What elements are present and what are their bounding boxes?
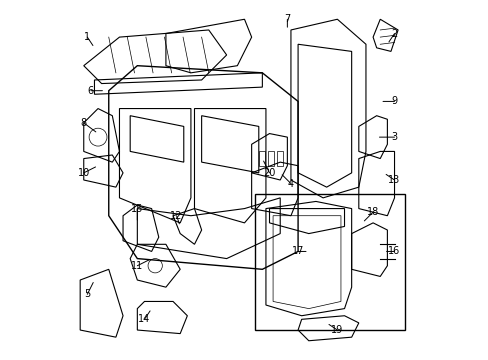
Text: 13: 13 [387, 175, 400, 185]
Text: 4: 4 [287, 179, 293, 189]
Bar [258, 152, 264, 166]
Text: 19: 19 [330, 325, 343, 335]
Bar [276, 152, 283, 166]
Text: 11: 11 [131, 261, 143, 271]
Text: 16: 16 [387, 247, 400, 256]
Text: 7: 7 [284, 14, 290, 24]
Text: 6: 6 [88, 86, 94, 96]
Text: 15: 15 [131, 203, 143, 213]
Text: 20: 20 [263, 168, 275, 178]
Bar [255, 194, 405, 330]
Text: 1: 1 [84, 32, 90, 42]
Text: 12: 12 [170, 211, 183, 221]
Bar [267, 152, 274, 166]
Text: 8: 8 [81, 118, 87, 128]
Text: 5: 5 [84, 289, 90, 299]
Text: 2: 2 [390, 28, 397, 39]
Text: 18: 18 [366, 207, 379, 217]
Text: 9: 9 [391, 96, 397, 107]
Text: 14: 14 [138, 314, 150, 324]
Text: 3: 3 [391, 132, 397, 142]
Text: 10: 10 [78, 168, 90, 178]
Text: 17: 17 [291, 247, 304, 256]
